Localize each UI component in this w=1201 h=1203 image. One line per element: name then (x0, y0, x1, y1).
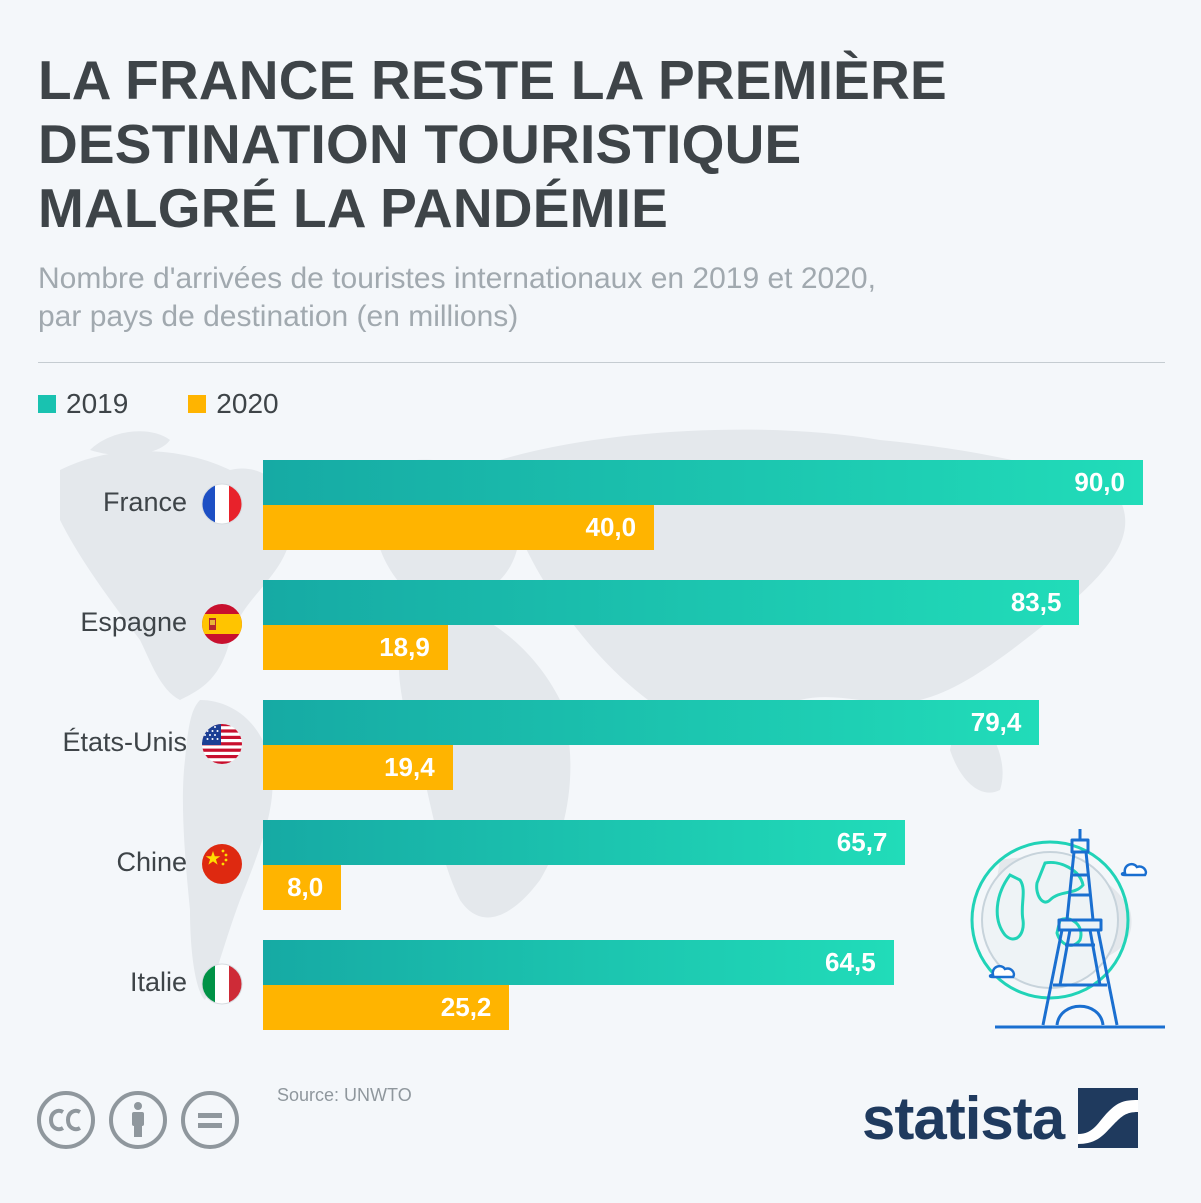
bar-2020 (263, 505, 655, 550)
creative-commons-icon[interactable] (36, 1090, 96, 1150)
legend-swatch-2019 (38, 395, 56, 413)
italy-flag-icon (201, 963, 243, 1005)
title-line: MALGRÉ LA PANDÉMIE (38, 177, 668, 239)
bar-value-label: 8,0 (287, 872, 324, 902)
bar-value-label: 40,0 (585, 512, 637, 542)
subtitle-line: par pays de destination (en millions) (38, 300, 519, 333)
bar-value-label: 64,5 (825, 947, 876, 977)
brand-wordmark: statista (862, 1084, 1065, 1152)
chart-legend: 2019 2020 (38, 386, 339, 422)
category-label: Espagne (80, 607, 187, 637)
category-label: Chine (116, 847, 187, 877)
china-flag-icon (202, 844, 242, 884)
source-note: Source: UNWTO (277, 1085, 412, 1105)
eiffel-tower-globe-illustration (970, 829, 1165, 1029)
subtitle-line: Nombre d'arrivées de touristes internati… (38, 262, 876, 295)
bar-2020 (263, 745, 453, 790)
no-derivatives-icon[interactable] (180, 1090, 240, 1150)
bar-2020 (263, 625, 448, 670)
bar-2019 (263, 580, 1080, 625)
legend-label-2020: 2020 (216, 388, 279, 419)
legend-item-2019: 2019 (38, 388, 128, 420)
bar-value-label: 18,9 (379, 632, 430, 662)
bar-2020 (263, 865, 342, 910)
bar-value-label: 83,5 (1010, 587, 1062, 617)
legend-item-2020: 2020 (188, 388, 279, 420)
category-label: États-Unis (62, 727, 187, 757)
title-line: DESTINATION TOURISTIQUE (38, 113, 802, 175)
legend-swatch-2020 (188, 395, 207, 413)
chart-title: LA FRANCE RESTE LA PREMIÈRE DESTINATION … (38, 48, 1168, 240)
category-label: Italie (129, 967, 187, 997)
title-line: LA FRANCE RESTE LA PREMIÈRE (38, 49, 947, 111)
statista-logo-icon (1078, 1088, 1139, 1148)
legend-label-2019: 2019 (66, 388, 129, 419)
bar-2020 (263, 985, 510, 1030)
bar-2019 (263, 820, 906, 865)
spain-flag-icon (202, 604, 242, 644)
bar-2019 (263, 460, 1143, 505)
divider (38, 362, 1165, 363)
bar-value-label: 19,4 (384, 752, 435, 782)
france-flag-icon (201, 483, 243, 525)
bar-value-label: 90,0 (1074, 467, 1125, 497)
usa-flag-icon (202, 724, 242, 764)
statista-logo[interactable]: statista (862, 1078, 1139, 1158)
bar-value-label: 65,7 (836, 827, 888, 857)
bar-2019 (263, 940, 894, 985)
chart-subtitle: Nombre d'arrivées de touristes internati… (38, 260, 1168, 336)
bar-value-label: 79,4 (970, 707, 1022, 737)
bar-value-label: 25,2 (440, 992, 492, 1022)
category-label: France (102, 487, 187, 517)
attribution-icon[interactable] (108, 1090, 168, 1150)
bar-2019 (263, 700, 1040, 745)
